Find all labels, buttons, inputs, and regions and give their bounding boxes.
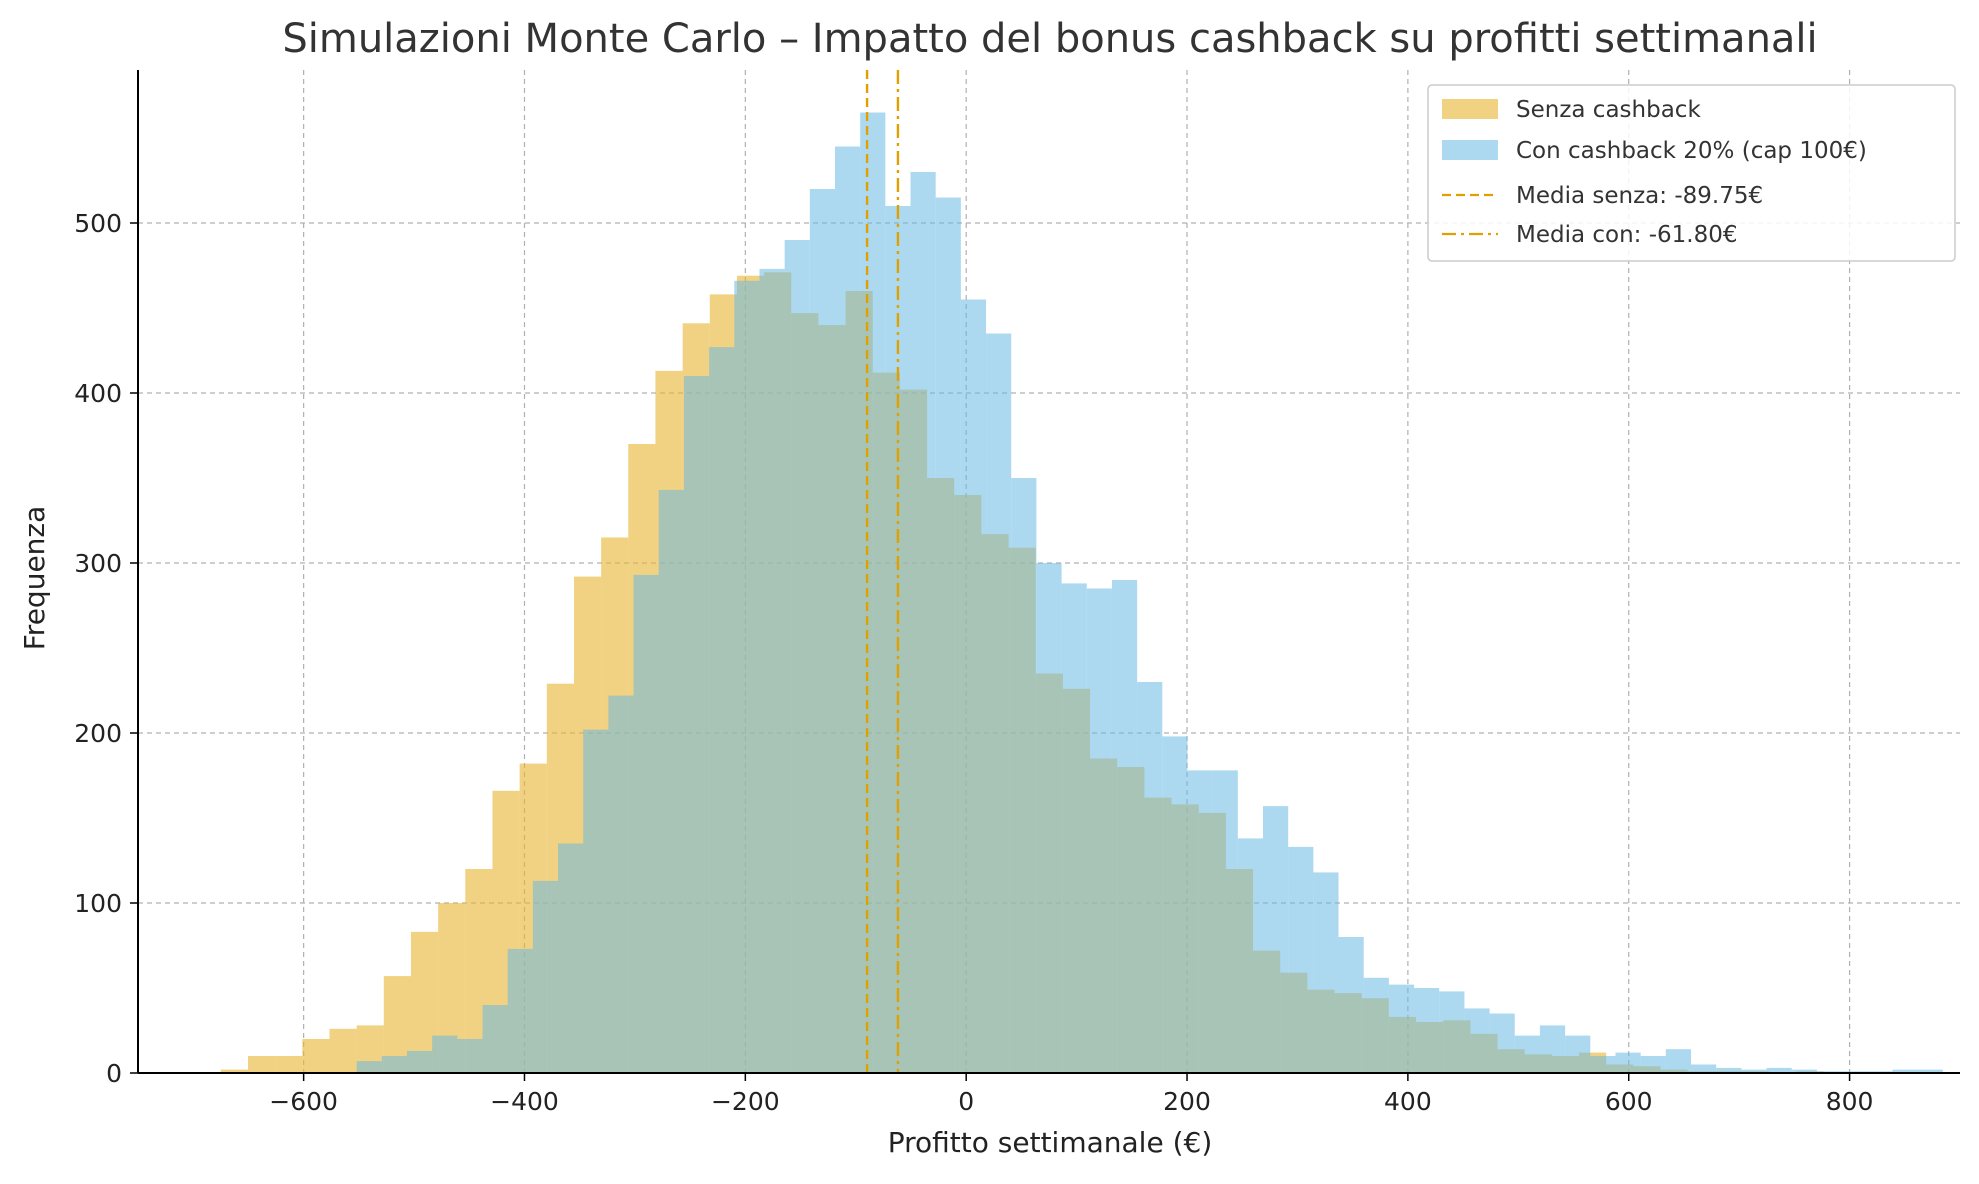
- histogram-bar: [482, 1005, 508, 1073]
- histogram-bar: [960, 299, 987, 1073]
- legend-frame: [1427, 84, 1956, 262]
- histogram-bar: [1011, 478, 1037, 1073]
- histogram-bar: [1917, 1069, 1943, 1073]
- histogram-bar: [1892, 1069, 1918, 1073]
- histogram-bar: [1212, 770, 1238, 1073]
- histogram-bar: [432, 1035, 458, 1073]
- y-tick-label: 500: [74, 209, 122, 238]
- histogram-bar: [1489, 1013, 1515, 1073]
- histogram-bar: [329, 1028, 357, 1073]
- y-tick-label: 200: [74, 719, 122, 748]
- histogram-bar: [1716, 1067, 1742, 1073]
- histogram-bar: [658, 489, 684, 1073]
- x-tick-label: 800: [1826, 1087, 1874, 1116]
- histogram-bar: [457, 1039, 483, 1073]
- y-tick-label: 300: [74, 549, 122, 578]
- histogram-bar: [406, 1050, 433, 1073]
- x-tick-label: 400: [1384, 1087, 1432, 1116]
- histogram-bar: [1187, 770, 1213, 1073]
- chart-title: Simulazioni Monte Carlo – Impatto del bo…: [282, 16, 1817, 62]
- histogram-bar: [1061, 583, 1087, 1073]
- histogram-bar: [1313, 872, 1339, 1073]
- histogram-bar: [1036, 563, 1062, 1073]
- histogram-bar: [1137, 682, 1163, 1073]
- y-tick-label: 0: [106, 1059, 122, 1088]
- histogram-bar: [1665, 1049, 1692, 1073]
- y-tick-label: 100: [74, 889, 122, 918]
- histogram-bar: [809, 189, 835, 1073]
- histogram-bar: [1439, 991, 1465, 1073]
- histogram-bar: [1414, 988, 1440, 1073]
- legend-label-media-con: Media con: -61.80€: [1516, 222, 1738, 248]
- histogram-bar: [558, 843, 584, 1073]
- histogram-bar: [784, 240, 810, 1073]
- histogram-bar: [683, 376, 710, 1073]
- histogram-bar: [1111, 580, 1138, 1073]
- histogram-bar: [356, 1061, 382, 1073]
- histogram-bar: [1288, 846, 1314, 1073]
- histogram-bar: [1338, 937, 1364, 1073]
- histogram-bar: [834, 146, 861, 1073]
- histogram-bar: [1640, 1056, 1666, 1073]
- histogram-bar: [633, 574, 659, 1073]
- histogram-bar: [986, 333, 1012, 1073]
- x-tick-label: 600: [1605, 1087, 1653, 1116]
- histogram-bar: [507, 948, 533, 1073]
- histogram-bar: [381, 1056, 407, 1073]
- legend-label-con-cashback: Con cashback 20% (cap 100€): [1516, 138, 1867, 164]
- histogram-bar: [910, 172, 936, 1073]
- legend-swatch-con-cashback: [1442, 140, 1498, 160]
- x-axis-title: Profitto settimanale (€): [888, 1126, 1213, 1159]
- histogram-bar: [1615, 1052, 1641, 1073]
- histogram-bar: [709, 347, 735, 1074]
- x-tick-label: −200: [711, 1087, 780, 1116]
- legend-label-senza-cashback: Senza cashback: [1516, 97, 1701, 123]
- histogram-bar: [247, 1056, 276, 1073]
- tick-labels: −600 −400 −200 0 200 400 600 800 0 100 200 300 400 50…: [74, 209, 1873, 1116]
- histogram-bar: [1539, 1025, 1566, 1073]
- axes: [137, 70, 1960, 1074]
- histogram-bar: [532, 880, 559, 1073]
- histogram-bar: [583, 729, 609, 1073]
- histogram-bar: [275, 1056, 303, 1073]
- mean-lines: [865, 70, 900, 1073]
- histogram-bar: [1363, 977, 1389, 1073]
- histogram-bar: [1388, 984, 1415, 1073]
- histogram-bar: [860, 112, 886, 1073]
- histogram-bar: [1741, 1069, 1767, 1073]
- histogram-bar: [1791, 1069, 1817, 1073]
- histogram-bar: [1464, 1008, 1490, 1073]
- histogram-bar: [1162, 736, 1188, 1073]
- x-tick-label: 0: [958, 1087, 974, 1116]
- histogram-bar: [1237, 838, 1264, 1073]
- histogram-bar: [302, 1039, 330, 1073]
- y-tick-label: 400: [74, 379, 122, 408]
- legend-swatch-senza-cashback: [1442, 99, 1498, 119]
- histogram-bar: [1766, 1067, 1792, 1073]
- histogram-bar: [608, 695, 634, 1073]
- histogram-bar: [1691, 1064, 1717, 1073]
- histogram-bar: [1565, 1035, 1591, 1073]
- x-tick-label: −600: [269, 1087, 338, 1116]
- histogram-bar: [1086, 588, 1112, 1073]
- histogram-bar: [935, 197, 961, 1073]
- histogram-bar: [220, 1069, 248, 1073]
- x-tick-label: 200: [1163, 1087, 1211, 1116]
- histogram-bar: [1590, 1056, 1616, 1073]
- x-tick-label: −400: [490, 1087, 559, 1116]
- histogram-bar: [759, 268, 785, 1073]
- series-con-cashback-bars: [356, 112, 1943, 1074]
- legend-label-media-senza: Media senza: -89.75€: [1516, 183, 1763, 209]
- histogram-bar: [734, 280, 760, 1073]
- legend: Senza cashback Con cashback 20% (cap 100…: [1427, 84, 1956, 262]
- histogram-bar: [1263, 806, 1289, 1073]
- y-axis-title: Frequenza: [18, 506, 51, 651]
- histogram-bar: [1514, 1035, 1540, 1073]
